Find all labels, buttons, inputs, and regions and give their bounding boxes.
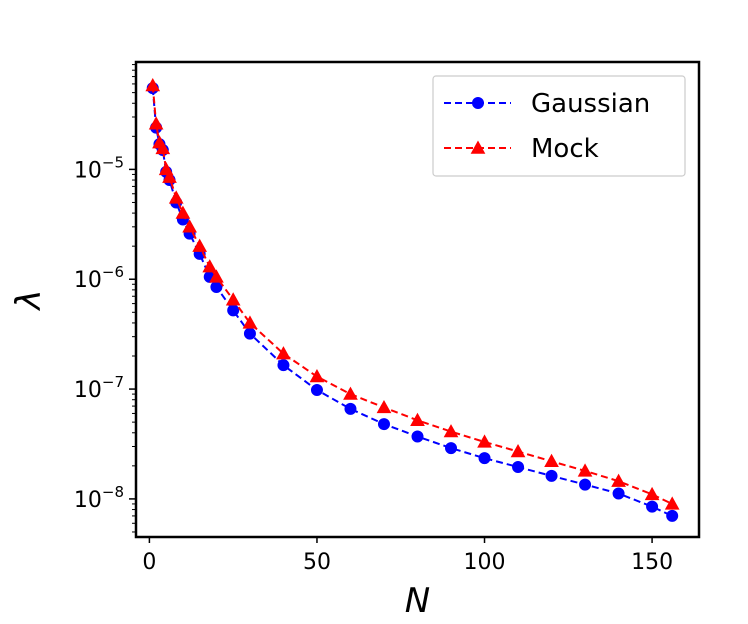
axes-layer: 0 50 100 150 10−8 10−7 10−6 10−5 [74, 64, 673, 575]
legend-item-gaussian: Gaussian [444, 89, 650, 119]
gaussian-point [445, 442, 458, 455]
gaussian-point [545, 469, 558, 482]
mock-point [175, 205, 191, 219]
legend-marker-gaussian [472, 97, 484, 109]
mock-point [410, 412, 425, 426]
mock-point [544, 453, 559, 467]
mock-point [209, 269, 224, 283]
y-tick-label: 10−6 [74, 263, 124, 293]
gaussian-point [411, 430, 424, 443]
mock-point [182, 219, 197, 233]
x-axis-label: N [405, 581, 430, 621]
gaussian-point [646, 500, 659, 513]
gaussian-point [579, 478, 592, 491]
x-tick-label: 0 [142, 550, 156, 575]
gaussian-point [310, 384, 323, 397]
mock-point [443, 424, 459, 438]
mock-point [168, 190, 184, 204]
mock-point [148, 116, 164, 130]
legend-label-gaussian: Gaussian [531, 89, 650, 119]
mock-point [577, 463, 593, 477]
mock-point [510, 443, 526, 458]
gaussian-point [377, 418, 390, 431]
mock-point [477, 434, 492, 448]
gaussian-point [243, 327, 256, 340]
mock-point [376, 399, 392, 414]
gaussian-point [344, 402, 357, 415]
mock-point [162, 169, 177, 183]
series-mock [145, 78, 680, 510]
gaussian-point [666, 509, 679, 522]
x-tick-label: 100 [464, 550, 506, 575]
y-tick-label: 10−5 [74, 153, 124, 183]
gaussian-point [277, 359, 290, 372]
mock-point [202, 259, 218, 273]
mock-point [242, 315, 258, 329]
mock-point [611, 473, 626, 487]
gaussian-point [478, 452, 491, 465]
gaussian-point [512, 461, 525, 474]
x-tick-label: 50 [303, 550, 331, 575]
legend-item-mock: Mock [444, 134, 599, 164]
legend-items: Gaussian Mock [444, 89, 650, 164]
y-tick-label: 10−8 [74, 483, 124, 513]
mock-point [192, 238, 208, 252]
legend: Gaussian Mock [432, 75, 686, 177]
mock-point [644, 486, 660, 501]
mock-point [225, 292, 241, 306]
x-tick-label: 150 [631, 550, 673, 575]
legend-box [432, 75, 686, 177]
y-axis-label: λ [9, 289, 49, 311]
legend-marker-mock [470, 140, 486, 154]
mock-point [309, 369, 325, 383]
mock-point [664, 496, 680, 510]
gaussian-point [612, 487, 625, 500]
plot-frame [134, 60, 701, 539]
y-tick-label: 10−7 [74, 373, 124, 403]
mock-point [145, 78, 161, 92]
mock-point [343, 386, 358, 400]
mock-point [155, 140, 171, 155]
gaussian-point [227, 304, 240, 317]
data-layer [145, 78, 680, 522]
legend-label-mock: Mock [531, 134, 599, 164]
mock-point [276, 346, 291, 360]
